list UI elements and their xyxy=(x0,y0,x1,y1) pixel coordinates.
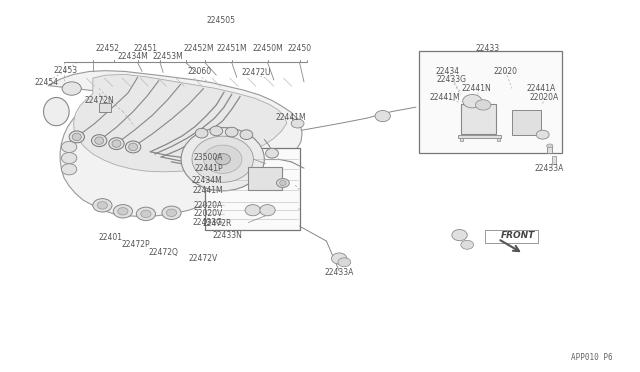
Polygon shape xyxy=(48,71,302,217)
Ellipse shape xyxy=(332,253,347,264)
Text: 22433A: 22433A xyxy=(534,164,564,173)
Ellipse shape xyxy=(547,144,553,148)
Text: 22433G: 22433G xyxy=(193,218,223,227)
Text: 22452: 22452 xyxy=(95,44,120,53)
Ellipse shape xyxy=(113,205,132,218)
Ellipse shape xyxy=(93,199,112,212)
Text: 22451: 22451 xyxy=(134,44,158,53)
Text: 22434M: 22434M xyxy=(118,52,148,61)
Text: 22472P: 22472P xyxy=(122,240,150,249)
Bar xyxy=(512,110,541,135)
Ellipse shape xyxy=(44,97,69,126)
Ellipse shape xyxy=(461,240,474,249)
Text: 22454: 22454 xyxy=(34,78,58,87)
Text: 22472U: 22472U xyxy=(241,68,271,77)
Ellipse shape xyxy=(375,110,390,122)
Text: 22441M: 22441M xyxy=(429,93,460,102)
Bar xyxy=(547,146,552,153)
Text: 22453M: 22453M xyxy=(152,52,183,61)
Text: 22441A: 22441A xyxy=(526,84,556,93)
Ellipse shape xyxy=(245,205,260,216)
Ellipse shape xyxy=(61,141,77,153)
Text: 22433G: 22433G xyxy=(437,76,467,84)
Ellipse shape xyxy=(225,127,238,137)
Bar xyxy=(461,104,496,134)
Ellipse shape xyxy=(129,143,138,151)
Ellipse shape xyxy=(61,153,77,164)
Ellipse shape xyxy=(136,207,156,221)
Bar xyxy=(485,230,538,243)
Ellipse shape xyxy=(338,258,351,267)
Bar xyxy=(460,138,463,141)
Ellipse shape xyxy=(192,136,253,182)
Ellipse shape xyxy=(240,130,253,140)
Ellipse shape xyxy=(112,140,121,147)
Text: 22451M: 22451M xyxy=(216,44,247,53)
Text: 22472N: 22472N xyxy=(84,96,114,105)
Text: 22434: 22434 xyxy=(436,67,460,76)
Text: 23500A: 23500A xyxy=(193,153,223,162)
Ellipse shape xyxy=(109,138,124,150)
Bar xyxy=(419,51,562,153)
Polygon shape xyxy=(74,74,287,172)
Text: 22434M: 22434M xyxy=(192,176,223,185)
Text: 22452M: 22452M xyxy=(183,44,214,53)
Bar xyxy=(497,138,500,141)
Text: 22441N: 22441N xyxy=(462,84,492,93)
Bar xyxy=(205,148,300,230)
Ellipse shape xyxy=(61,164,77,175)
Ellipse shape xyxy=(141,210,151,218)
Bar xyxy=(99,103,111,112)
Ellipse shape xyxy=(72,133,81,141)
Ellipse shape xyxy=(476,100,491,110)
Ellipse shape xyxy=(162,206,181,219)
Text: FRONT: FRONT xyxy=(500,231,535,240)
Ellipse shape xyxy=(181,128,264,191)
Ellipse shape xyxy=(204,145,242,173)
Text: 22433N: 22433N xyxy=(213,231,243,240)
Ellipse shape xyxy=(92,135,107,147)
Text: 22441M: 22441M xyxy=(192,186,223,195)
Text: 22450: 22450 xyxy=(287,44,312,53)
Text: 22020A: 22020A xyxy=(193,201,223,210)
Text: 22433A: 22433A xyxy=(324,268,354,277)
Ellipse shape xyxy=(452,230,467,241)
Text: 22472Q: 22472Q xyxy=(148,248,178,257)
Bar xyxy=(248,167,282,190)
Text: 22450M: 22450M xyxy=(252,44,283,53)
Text: 22472R: 22472R xyxy=(203,219,232,228)
Ellipse shape xyxy=(463,94,482,108)
Ellipse shape xyxy=(125,141,141,153)
Ellipse shape xyxy=(166,209,177,217)
Text: 22020: 22020 xyxy=(493,67,518,76)
Ellipse shape xyxy=(95,137,104,144)
Text: 22441M: 22441M xyxy=(276,113,307,122)
Ellipse shape xyxy=(260,205,275,216)
Ellipse shape xyxy=(195,128,208,138)
Ellipse shape xyxy=(210,126,223,136)
Text: 22441P: 22441P xyxy=(194,164,223,173)
Ellipse shape xyxy=(266,148,278,158)
Text: 224505: 224505 xyxy=(206,16,236,25)
Ellipse shape xyxy=(291,119,304,128)
Ellipse shape xyxy=(536,130,549,139)
Ellipse shape xyxy=(62,82,81,95)
Text: 22453: 22453 xyxy=(53,66,77,75)
Ellipse shape xyxy=(118,208,128,215)
Text: 22060: 22060 xyxy=(188,67,212,76)
Ellipse shape xyxy=(215,154,230,165)
Text: 22472V: 22472V xyxy=(189,254,218,263)
Bar xyxy=(458,135,501,138)
Text: 22020A: 22020A xyxy=(529,93,559,102)
Text: 22433: 22433 xyxy=(476,44,500,53)
Ellipse shape xyxy=(280,180,286,186)
Bar xyxy=(552,156,556,164)
Ellipse shape xyxy=(276,179,289,187)
Text: APP010 P6: APP010 P6 xyxy=(572,353,613,362)
Text: 22020V: 22020V xyxy=(193,209,223,218)
Text: 22401: 22401 xyxy=(98,233,122,242)
Ellipse shape xyxy=(97,202,108,209)
Ellipse shape xyxy=(69,131,84,143)
